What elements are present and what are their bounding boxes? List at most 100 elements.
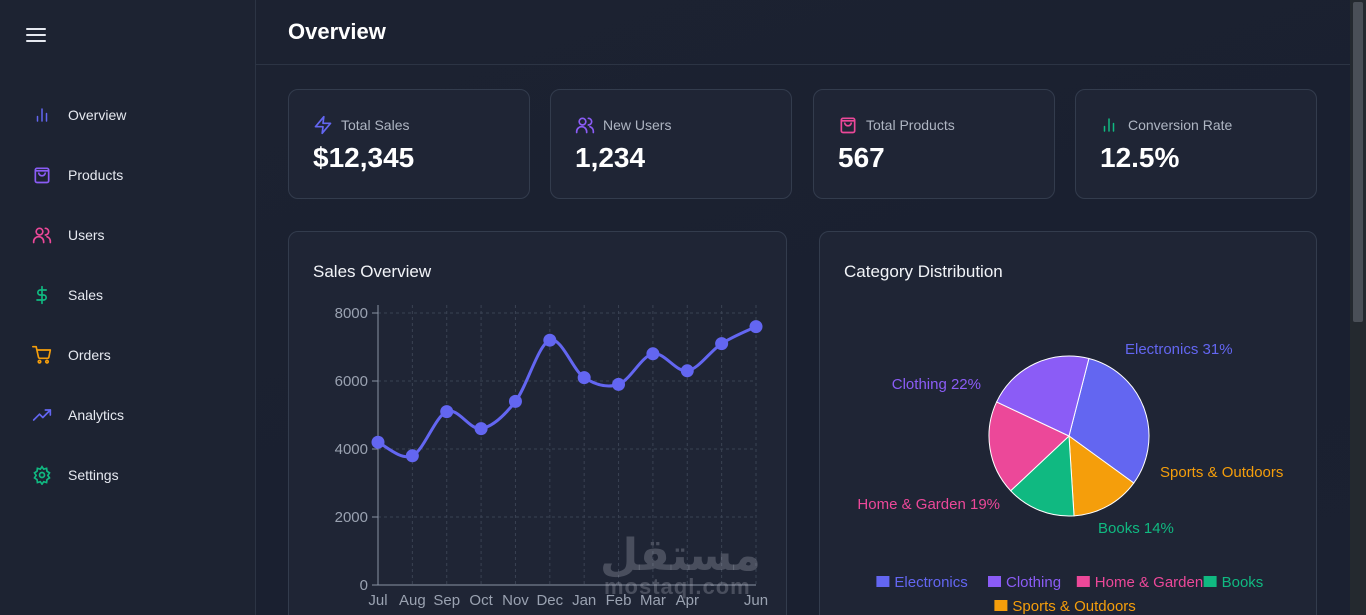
legend-swatch: [876, 576, 890, 587]
y-tick-label: 0: [360, 577, 368, 594]
stat-title: Total Sales: [341, 117, 410, 133]
dollar-sign-icon: [32, 285, 52, 305]
sidebar-item-label: Products: [68, 167, 124, 183]
x-tick-label: Jun: [744, 592, 768, 609]
data-point[interactable]: [543, 333, 557, 347]
sidebar-item-label: Sales: [68, 287, 104, 303]
stat-value: 1,234: [575, 142, 646, 173]
shopping-cart-icon: [32, 345, 52, 365]
sales-overview-panel: Sales Overview 0 2000 4000 6000 8000 Jul Aug Se…: [288, 231, 787, 615]
bar-chart-icon: [1100, 115, 1120, 135]
stat-card-new-users: New Users 1,234: [550, 89, 792, 199]
data-point[interactable]: [612, 377, 626, 391]
scrollbar-thumb[interactable]: [1353, 2, 1363, 322]
shopping-bag-icon: [32, 165, 52, 185]
pie-slice-label: Books 14%: [1098, 520, 1174, 537]
sidebar: Overview Products Users Sales Orders: [0, 0, 256, 615]
settings-icon: [32, 465, 52, 485]
data-point[interactable]: [371, 435, 385, 449]
sidebar-item-products[interactable]: Products: [0, 145, 255, 205]
data-point[interactable]: [405, 449, 419, 463]
x-tick-label: Nov: [502, 592, 529, 609]
pie-slice[interactable]: [1068, 357, 1150, 484]
y-tick-label: 6000: [335, 373, 368, 390]
stat-value: $12,345: [313, 142, 415, 173]
data-point[interactable]: [646, 347, 660, 361]
stat-card-total-products: Total Products 567: [813, 89, 1055, 199]
zap-icon: [313, 115, 333, 135]
data-point[interactable]: [577, 371, 591, 385]
pie-slice-label: Clothing 22%: [892, 376, 981, 393]
data-point[interactable]: [680, 364, 694, 378]
menu-toggle-icon[interactable]: [26, 28, 46, 44]
vertical-scrollbar[interactable]: [1350, 0, 1366, 615]
legend-swatch: [994, 600, 1008, 611]
series-line: [377, 325, 757, 459]
main-content: Overview Total Sales $12,345 New Users 1…: [256, 0, 1350, 615]
sidebar-nav: Overview Products Users Sales Orders: [0, 85, 255, 505]
pie-slice[interactable]: [988, 401, 1070, 492]
sidebar-item-settings[interactable]: Settings: [0, 445, 255, 505]
sidebar-item-analytics[interactable]: Analytics: [0, 385, 255, 445]
data-point[interactable]: [715, 337, 729, 351]
bar-chart-icon: [32, 105, 52, 125]
y-tick-label: 8000: [335, 305, 368, 322]
x-tick-label: Oct: [469, 592, 493, 609]
data-point[interactable]: [440, 405, 454, 419]
sidebar-item-label: Users: [68, 227, 105, 243]
stat-card-conversion-rate: Conversion Rate 12.5%: [1075, 89, 1317, 199]
legend-label[interactable]: Books: [1222, 574, 1264, 591]
stat-card-total-sales: Total Sales $12,345: [288, 89, 530, 199]
y-tick-label: 4000: [335, 441, 368, 458]
stat-title: New Users: [603, 117, 672, 133]
legend-swatch: [1203, 576, 1217, 587]
sidebar-item-users[interactable]: Users: [0, 205, 255, 265]
pie-slice[interactable]: [1009, 434, 1075, 517]
x-tick-label: Jul: [368, 592, 387, 609]
x-tick-label: Apr: [676, 592, 699, 609]
data-point[interactable]: [474, 422, 488, 436]
x-tick-label: Aug: [399, 592, 426, 609]
legend-swatch: [988, 576, 1001, 587]
pie-slice-label: Home & Garden 19%: [857, 496, 1000, 513]
legend-label[interactable]: Electronics: [894, 574, 967, 591]
legend-label[interactable]: Clothing: [1006, 574, 1061, 591]
panel-title: Category Distribution: [844, 262, 1003, 281]
x-tick-label: Jan: [572, 592, 596, 609]
users-icon: [32, 225, 52, 245]
stat-value: 12.5%: [1100, 142, 1180, 173]
page-title: Overview: [288, 19, 386, 44]
x-tick-label: Feb: [606, 592, 632, 609]
pie-slice[interactable]: [1068, 434, 1135, 517]
header: Overview: [256, 0, 1350, 65]
legend-label[interactable]: Home & Garden: [1095, 574, 1203, 591]
stat-title: Total Products: [866, 117, 955, 133]
sidebar-item-label: Settings: [68, 467, 119, 483]
legend-swatch: [1076, 576, 1090, 587]
users-icon: [575, 115, 595, 135]
category-distribution-panel: Category Distribution Electronics 31% Spo…: [819, 231, 1317, 615]
trending-up-icon: [32, 405, 52, 425]
data-point[interactable]: [508, 394, 522, 408]
sales-line-chart: 0 2000 4000 6000 8000 Jul Aug Sep Oct Nov Dec Jan Fe…: [335, 305, 768, 609]
y-tick-label: 2000: [335, 509, 368, 526]
panel-title: Sales Overview: [313, 262, 432, 281]
x-tick-label: Mar: [640, 592, 666, 609]
category-pie-chart: Electronics 31% Sports & Outdoors Books 14…: [857, 341, 1283, 615]
legend-label[interactable]: Sports & Outdoors: [1012, 598, 1135, 615]
pie-slice[interactable]: [995, 355, 1090, 437]
sidebar-item-overview[interactable]: Overview: [0, 85, 255, 145]
sidebar-item-label: Orders: [68, 347, 111, 363]
stat-value: 567: [838, 142, 885, 173]
sidebar-item-orders[interactable]: Orders: [0, 325, 255, 385]
data-point[interactable]: [749, 320, 763, 334]
x-tick-label: Dec: [536, 592, 563, 609]
pie-slice-label: Sports & Outdoors: [1160, 464, 1283, 481]
sidebar-item-sales[interactable]: Sales: [0, 265, 255, 325]
sidebar-item-label: Overview: [68, 107, 127, 123]
x-tick-label: Sep: [433, 592, 460, 609]
shopping-bag-icon: [838, 115, 858, 135]
sidebar-item-label: Analytics: [68, 407, 125, 423]
pie-slice-label: Electronics 31%: [1125, 341, 1233, 358]
stat-title: Conversion Rate: [1128, 117, 1233, 133]
